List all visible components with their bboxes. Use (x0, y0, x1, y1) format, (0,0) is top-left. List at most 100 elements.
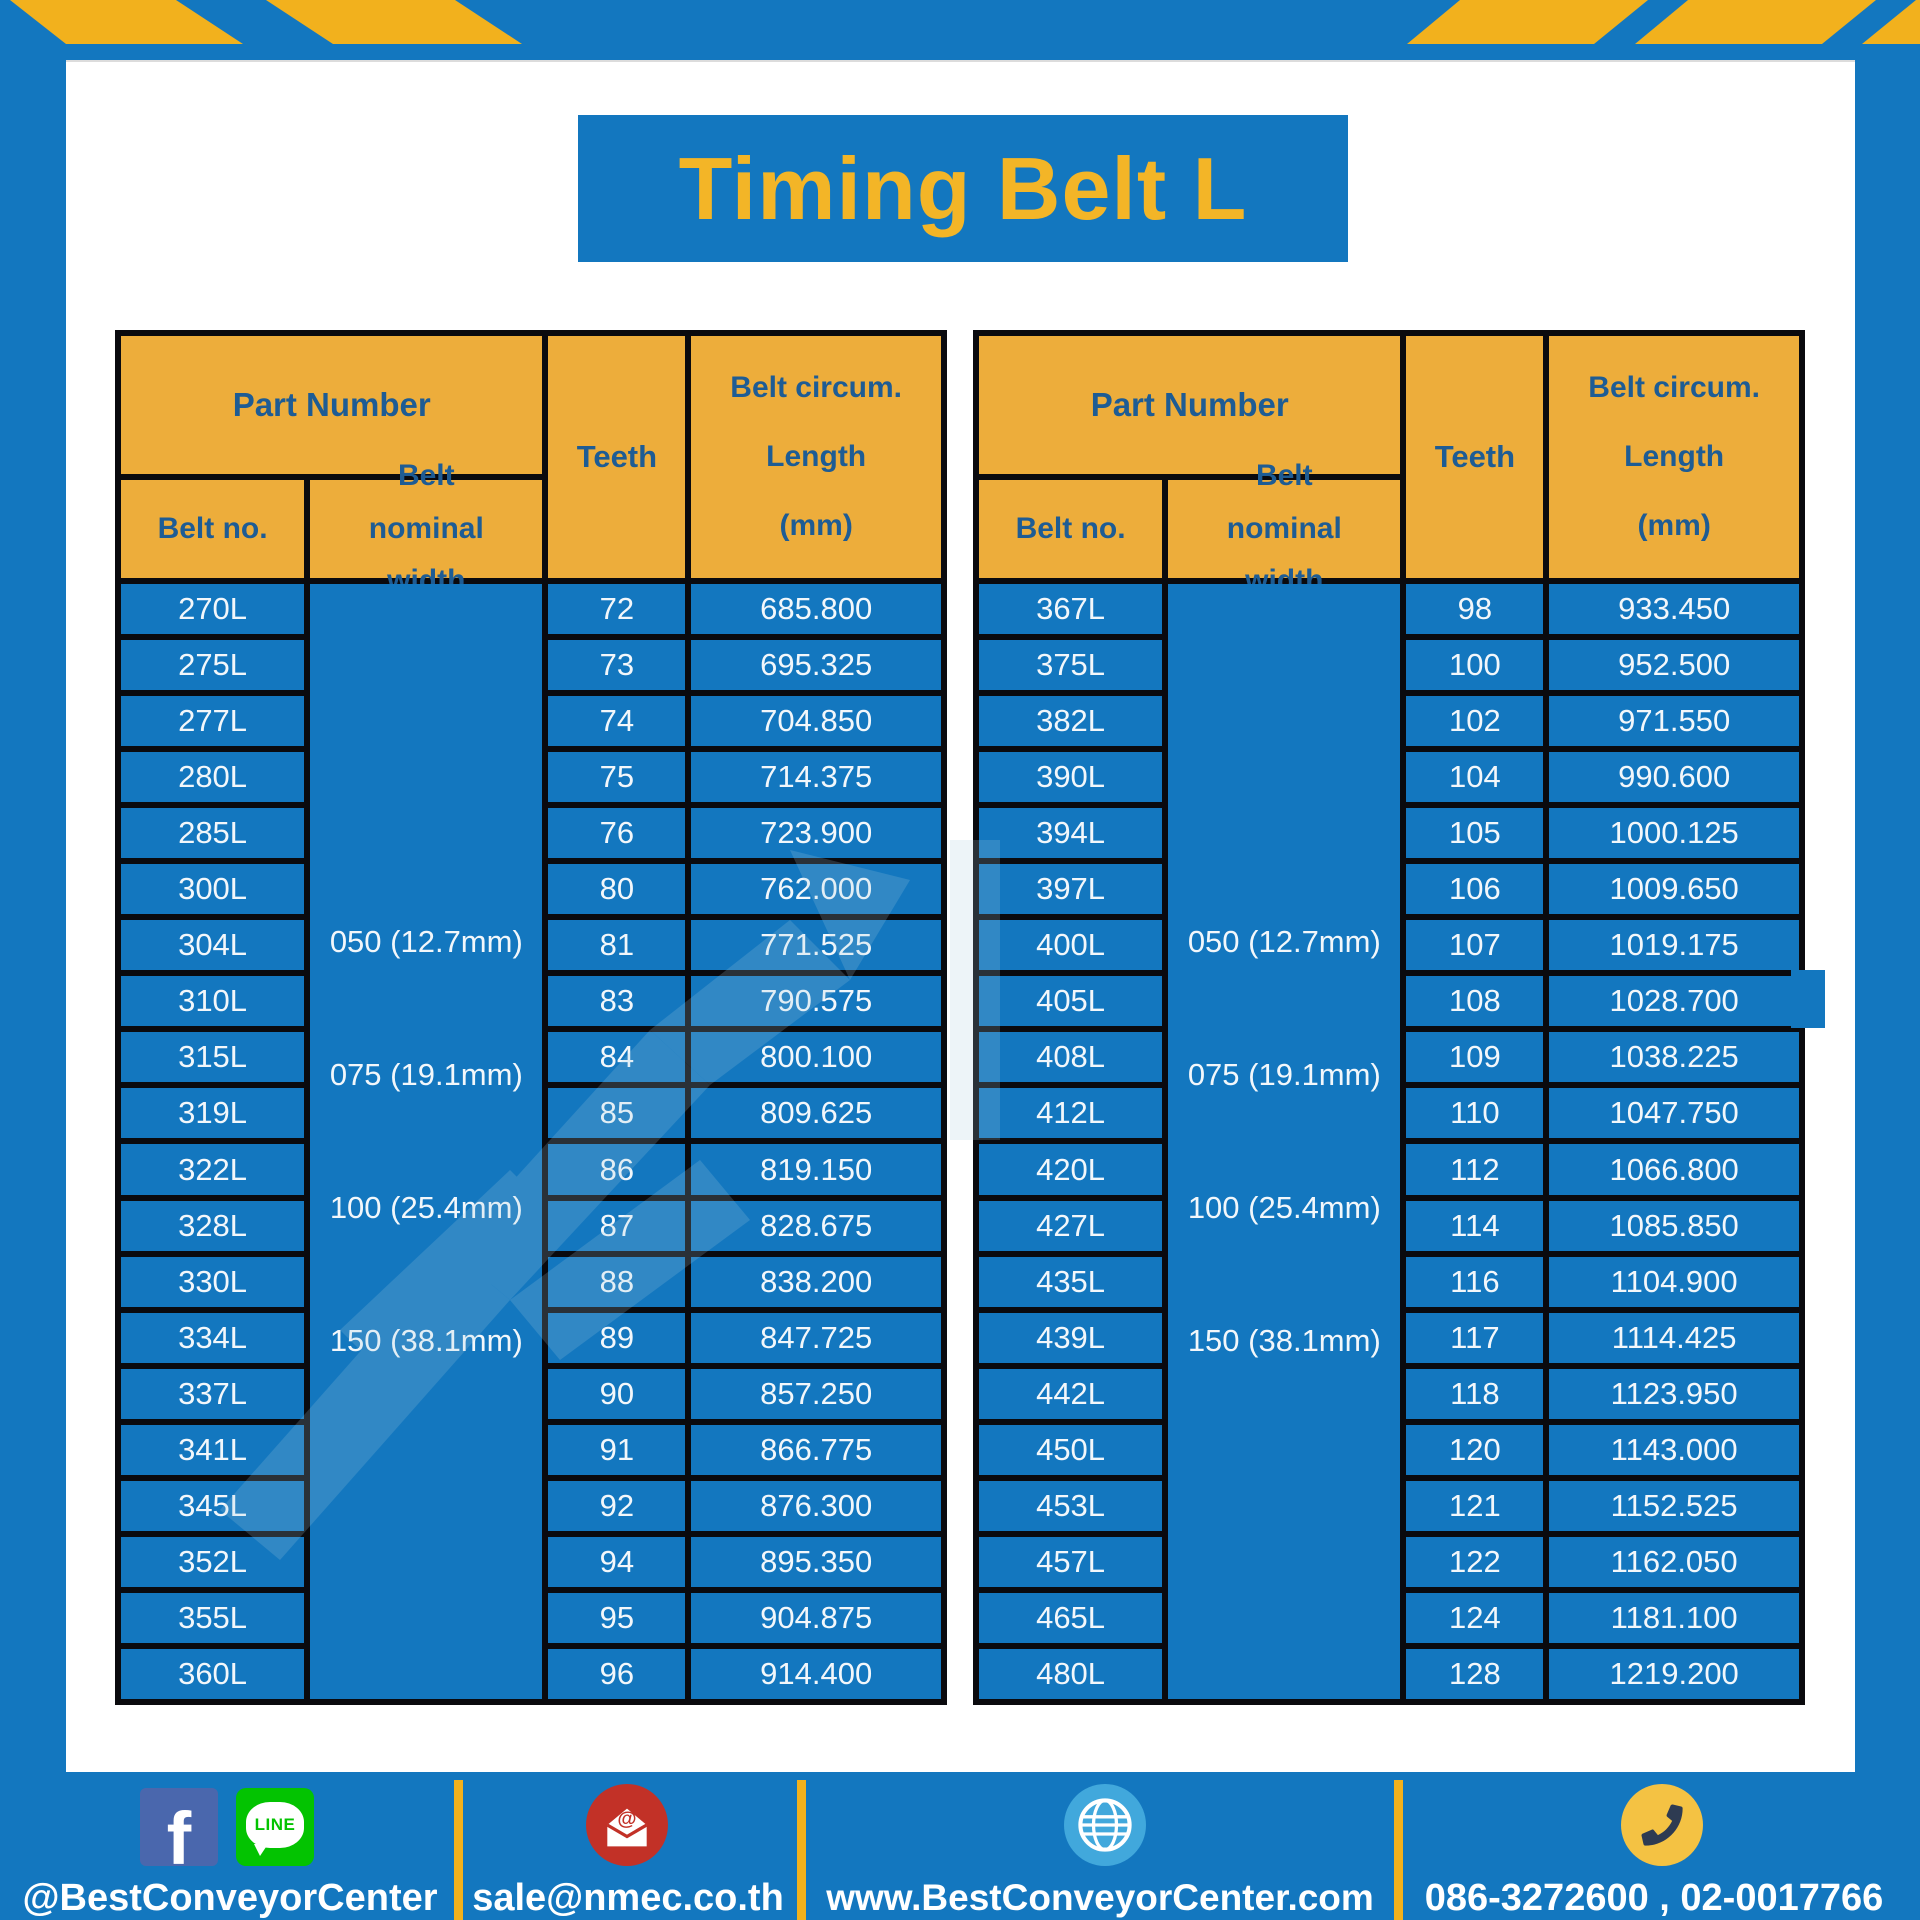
belt-no-cell: 300L (121, 864, 305, 915)
right-page-border (1855, 0, 1920, 1920)
length-mm-cell: 790.575 (691, 976, 941, 1027)
teeth-cell: 76 (548, 808, 686, 859)
belt-no-cell: 442L (979, 1368, 1163, 1419)
line-app-icon: LINE (236, 1788, 314, 1866)
teeth-cell: 104 (1406, 752, 1544, 803)
belt-no-header: Belt no. (121, 480, 305, 578)
belt-no-cell: 355L (121, 1592, 305, 1643)
teeth-cell: 114 (1406, 1200, 1544, 1251)
length-mm-cell: 866.775 (691, 1424, 941, 1475)
length-mm-cell: 723.900 (691, 808, 941, 859)
teeth-cell: 116 (1406, 1256, 1544, 1307)
contact-footer: f LINE @BestConveyorCenter @ sale@nmec.c… (0, 1772, 1920, 1920)
nominal-width-value: 050 (12.7mm) (1187, 923, 1381, 959)
belt-no-cell: 427L (979, 1200, 1163, 1251)
belt-no-cell: 285L (121, 808, 305, 859)
phone-numbers: 086-3272600 , 02-0017766 (1424, 1877, 1884, 1919)
teeth-cell: 75 (548, 752, 686, 803)
teeth-cell: 90 (548, 1368, 686, 1419)
teeth-cell: 85 (548, 1088, 686, 1139)
length-label: Length (1624, 440, 1725, 473)
facebook-letter: f (166, 1797, 192, 1866)
teeth-cell: 91 (548, 1424, 686, 1475)
length-mm-cell: 1152.525 (1549, 1480, 1799, 1531)
length-mm-cell: 971.550 (1549, 696, 1799, 747)
belt-circum-label: Belt circum. (730, 371, 903, 404)
belt-no-cell: 330L (121, 1256, 305, 1307)
top-band-shadow (66, 60, 1855, 62)
belt-no-cell: 375L (979, 640, 1163, 691)
length-mm-cell: 847.725 (691, 1312, 941, 1363)
length-mm-cell: 838.200 (691, 1256, 941, 1307)
length-mm-cell: 1047.750 (1549, 1088, 1799, 1139)
length-mm-cell: 695.325 (691, 640, 941, 691)
nominal-width-value: 075 (19.1mm) (329, 1056, 523, 1092)
teeth-cell: 94 (548, 1536, 686, 1587)
belt-no-cell: 453L (979, 1480, 1163, 1531)
phone-icon (1621, 1784, 1703, 1866)
teeth-cell: 73 (548, 640, 686, 691)
page-title: Timing Belt L (678, 138, 1248, 238)
belt-no-cell: 405L (979, 976, 1163, 1027)
teeth-cell: 122 (1406, 1536, 1544, 1587)
belt-no-cell: 275L (121, 640, 305, 691)
length-mm-cell: 1066.800 (1549, 1144, 1799, 1195)
teeth-cell: 89 (548, 1312, 686, 1363)
belt-no-cell: 280L (121, 752, 305, 803)
length-mm-cell: 1009.650 (1549, 864, 1799, 915)
belt-no-cell: 408L (979, 1032, 1163, 1083)
social-handle: @BestConveyorCenter (22, 1877, 438, 1919)
belt-no-cell: 435L (979, 1256, 1163, 1307)
length-mm-cell: 933.450 (1549, 584, 1799, 635)
email-address: sale@nmec.co.th (472, 1877, 784, 1919)
belt-no-cell: 457L (979, 1536, 1163, 1587)
belt-no-cell: 270L (121, 584, 305, 635)
length-mm-cell: 1219.200 (1549, 1648, 1799, 1699)
length-mm-cell: 1028.700 (1549, 970, 1825, 1029)
teeth-cell: 83 (548, 976, 686, 1027)
footer-divider (1394, 1780, 1403, 1920)
nominal-width-value: 150 (38.1mm) (329, 1322, 523, 1358)
teeth-cell: 92 (548, 1480, 686, 1531)
teeth-cell: 120 (1406, 1424, 1544, 1475)
length-mm-cell: 1162.050 (1549, 1536, 1799, 1587)
length-mm-cell: 990.600 (1549, 752, 1799, 803)
belt-no-cell: 450L (979, 1424, 1163, 1475)
length-label: Length (766, 440, 867, 473)
length-mm-cell: 1114.425 (1549, 1312, 1799, 1363)
length-mm-cell: 828.675 (691, 1200, 941, 1251)
belt-no-header: Belt no. (979, 480, 1163, 578)
footer-divider (454, 1780, 463, 1920)
nominal-width-merged-cell: 050 (12.7mm) 075 (19.1mm) 100 (25.4mm) 1… (1168, 584, 1401, 1699)
teeth-cell: 96 (548, 1648, 686, 1699)
nominal-width-value: 100 (25.4mm) (329, 1189, 523, 1225)
teeth-cell: 72 (548, 584, 686, 635)
teeth-cell: 128 (1406, 1648, 1544, 1699)
teeth-cell: 105 (1406, 808, 1544, 859)
teeth-cell: 88 (548, 1256, 686, 1307)
length-mm-cell: 876.300 (691, 1480, 941, 1531)
teeth-cell: 108 (1406, 976, 1544, 1027)
website-url: www.BestConveyorCenter.com (826, 1877, 1374, 1918)
teeth-cell: 112 (1406, 1144, 1544, 1195)
belt-no-cell: 337L (121, 1368, 305, 1419)
part-number-header: Part Number (121, 336, 543, 474)
teeth-cell: 95 (548, 1592, 686, 1643)
timing-belt-table-right: Part Number Belt no. Belt nominal width … (973, 330, 1825, 1705)
svg-text:@: @ (617, 1808, 636, 1830)
teeth-cell: 124 (1406, 1592, 1544, 1643)
belt-no-cell: 277L (121, 696, 305, 747)
belt-no-cell: 328L (121, 1200, 305, 1251)
length-mm-cell: 1143.000 (1549, 1424, 1799, 1475)
length-mm-cell: 809.625 (691, 1088, 941, 1139)
length-mm-cell: 704.850 (691, 696, 941, 747)
part-number-header: Part Number (979, 336, 1401, 474)
teeth-cell: 102 (1406, 696, 1544, 747)
teeth-cell: 110 (1406, 1088, 1544, 1139)
teeth-cell: 106 (1406, 864, 1544, 915)
belt-nominal-width-header: Belt nominal width (310, 459, 543, 597)
teeth-cell: 107 (1406, 920, 1544, 971)
top-hazard-band (0, 0, 1920, 60)
belt-no-cell: 334L (121, 1312, 305, 1363)
belt-no-cell: 465L (979, 1592, 1163, 1643)
